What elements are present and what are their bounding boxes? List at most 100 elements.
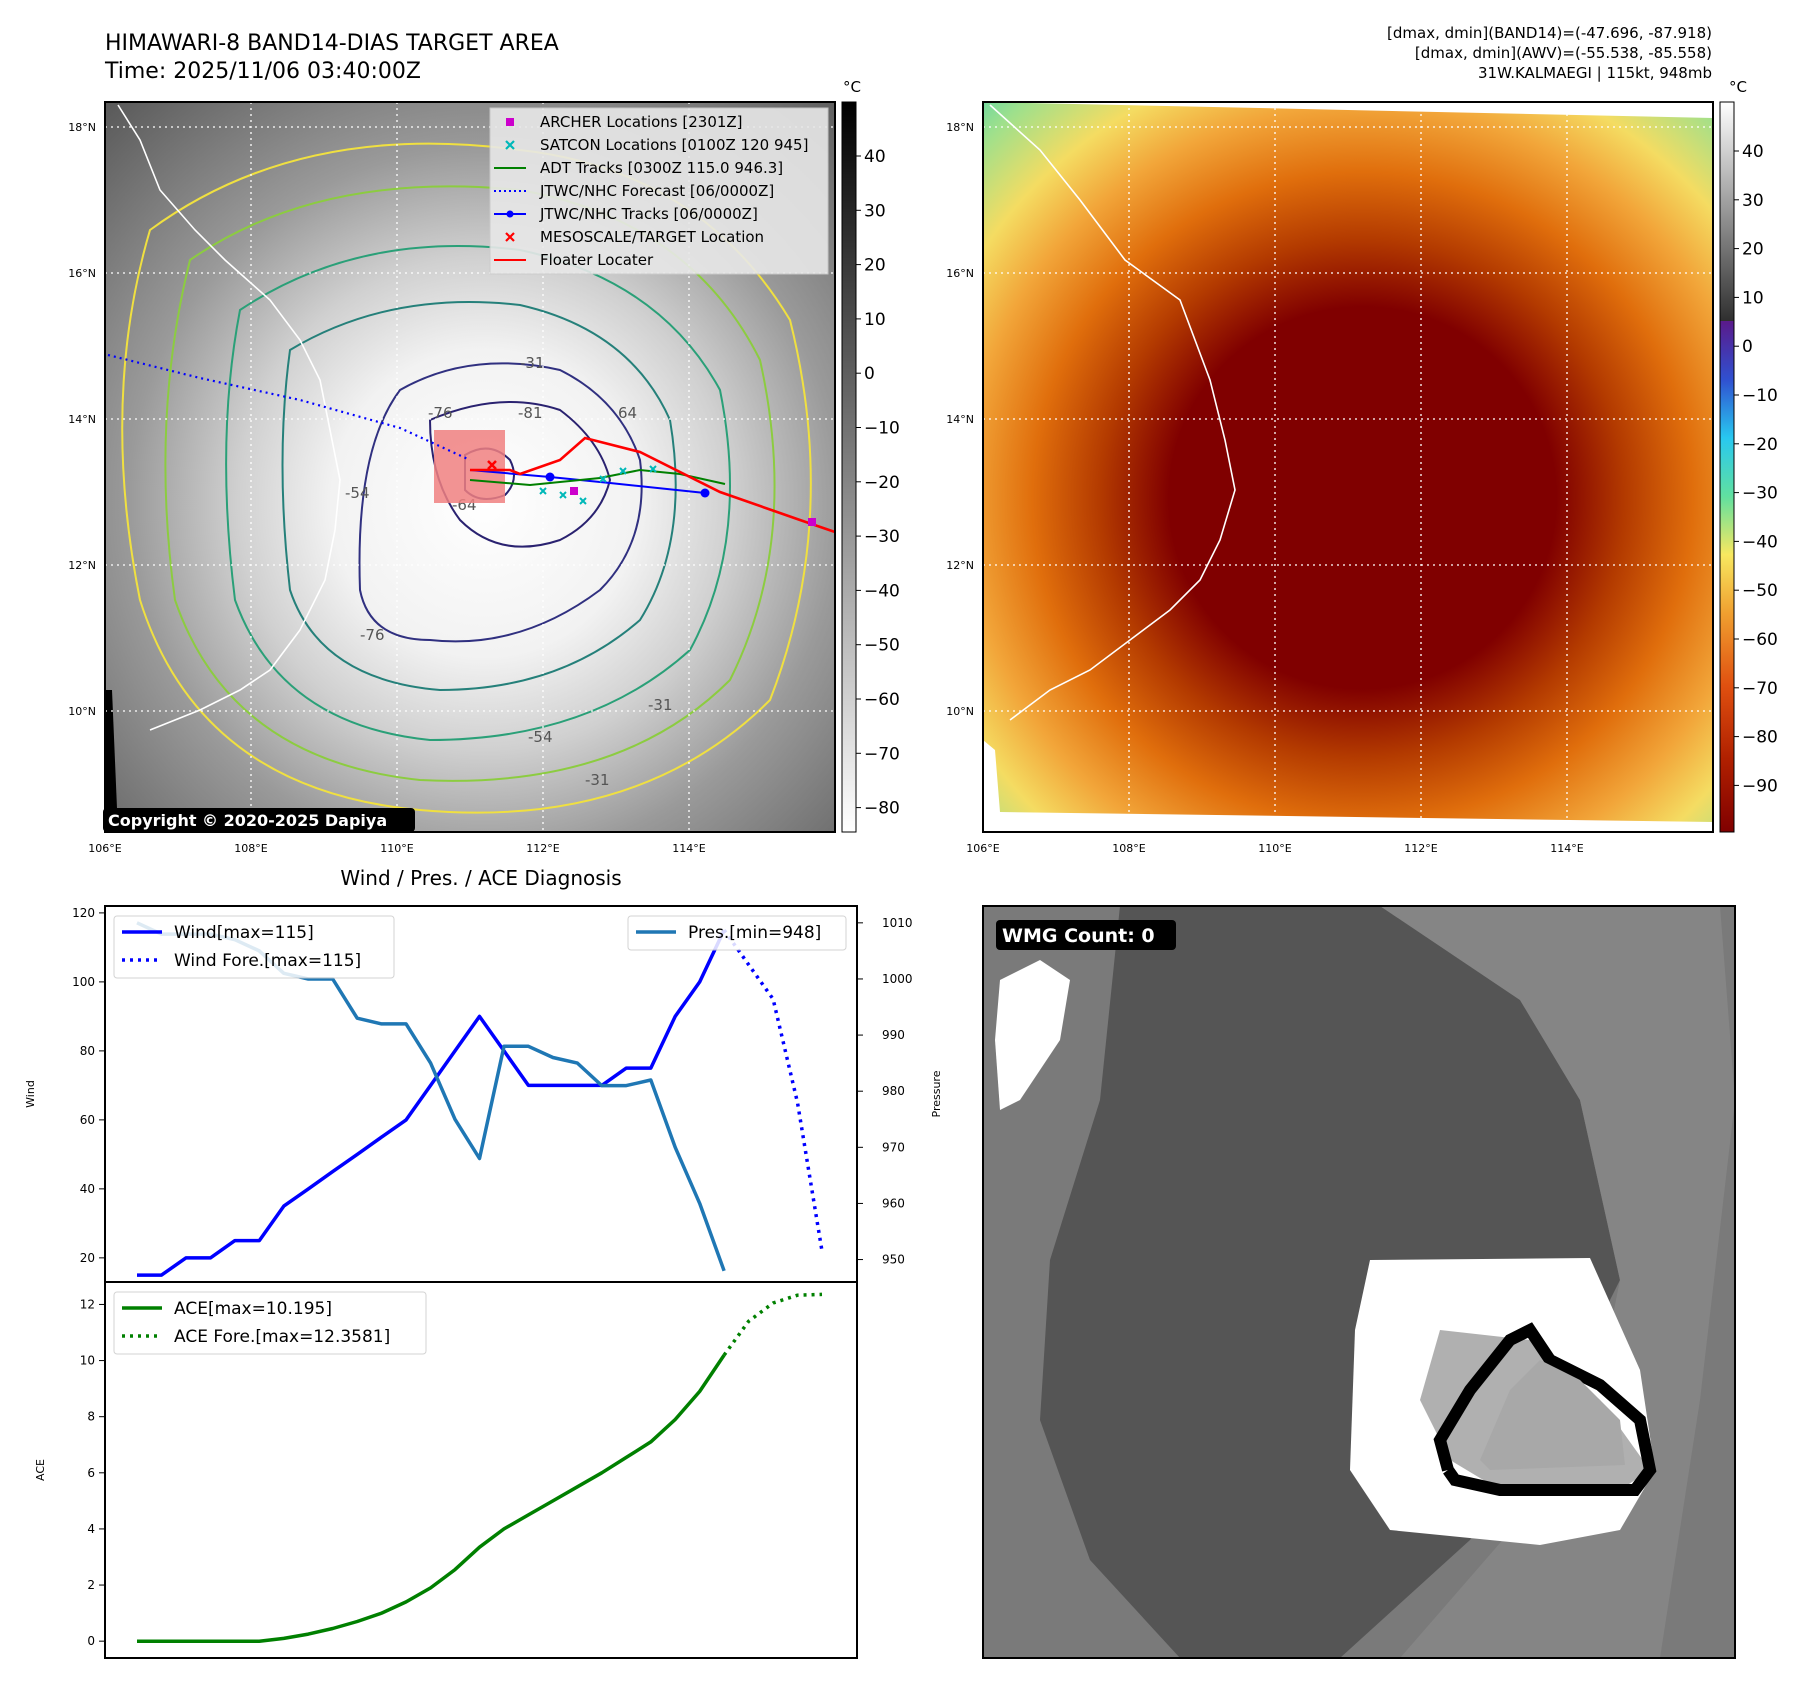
wind-axis-label: Wind: [24, 1080, 37, 1108]
wind-pres-chart: Wind / Pres. / ACE Diagnosis 20 40 60 80 100…: [24, 866, 943, 1283]
ace-tick-2: 4: [87, 1522, 95, 1536]
pressure-tick-0: 950: [882, 1253, 905, 1267]
ir-colorbar: [841, 101, 857, 833]
awv-colorbar-tick-0: 40: [1742, 142, 1764, 162]
awv-colorbar: [1719, 101, 1735, 833]
wind-tick-4: 100: [72, 975, 95, 989]
ace-series-line-0: [137, 1354, 726, 1643]
ace-fore-legend-label: ACE Fore.[max=12.3581]: [174, 1327, 390, 1347]
awv-colorbar-tick-1: 30: [1742, 191, 1764, 211]
contour-navy-outer: [358, 362, 643, 643]
pressure-tick-3: 980: [882, 1084, 905, 1098]
copyright-box: [103, 808, 415, 832]
ir-colorbar-tick-7: −30: [864, 527, 900, 547]
legend-marker-5: [505, 232, 515, 242]
awv-colorbar-tick-13: −90: [1742, 776, 1778, 796]
ace-tick-6: 12: [80, 1297, 95, 1311]
legend-label-3: JTWC/NHC Forecast [06/0000Z]: [539, 182, 774, 200]
ace-chart: 0 2 4 6 8 10 12 ACE ACE[max=10.195] ACE Fore.[…: [34, 1281, 858, 1659]
ir-map-panel: -81 64 -76 -31 -64 -54 -31 -54 -31 -76: [68, 78, 900, 855]
awv-lon-labels: 106°E 108°E 110°E 112°E 114°E: [966, 842, 1583, 855]
ace-tick-3: 6: [87, 1466, 95, 1480]
wmg-frame: [982, 905, 1736, 1659]
series-line-0: [137, 929, 726, 1277]
ir-colorbar-tick-5: −10: [864, 419, 900, 439]
awv-lon-label-112: 112°E: [1404, 842, 1437, 855]
info-line3: 31W.KALMAEGI | 115kt, 948mb: [1478, 64, 1712, 82]
legend-marker-0: [506, 118, 514, 126]
info-line2: [dmax, dmin](AWV)=(-55.538, -85.558): [1415, 44, 1712, 62]
ace-series-line-1: [722, 1292, 823, 1357]
awv-colorbar-tick-4: 0: [1742, 337, 1753, 357]
legend-label-6: Floater Locater: [540, 251, 654, 269]
legend-marker-1: [505, 140, 515, 150]
contour-label-10: -76: [360, 626, 385, 644]
ir-colorbar-tick-3: 10: [864, 310, 886, 330]
ace-legend-label: ACE[max=10.195]: [174, 1299, 332, 1319]
awv-lon-label-108: 108°E: [1112, 842, 1145, 855]
ir-lon-label-106: 106°E: [88, 842, 121, 855]
ir-colorbar-tick-10: −60: [864, 690, 900, 710]
awv-colorbar-tick-2: 20: [1742, 240, 1764, 260]
wmg-panel: WMG Count: 0: [982, 905, 1736, 1659]
wmg-count-label: WMG Count: 0: [1002, 925, 1155, 947]
ir-lon-labels: 106°E 108°E 110°E 112°E 114°E: [88, 842, 705, 855]
storm-tracks: [107, 353, 835, 534]
contour-label-1: -81: [518, 404, 543, 422]
legend-label-4: JTWC/NHC Tracks [06/0000Z]: [539, 205, 758, 223]
awv-map-panel: 18°N 16°N 14°N 12°N 10°N 106°E 108°E 110…: [946, 78, 1778, 855]
wind-tick-1: 40: [80, 1182, 95, 1196]
awv-lat-label-18: 18°N: [946, 121, 974, 134]
ir-map-frame: [104, 101, 836, 833]
ir-lat-label-18: 18°N: [68, 121, 96, 134]
ir-lat-labels: 18°N 16°N 14°N 12°N 10°N: [68, 121, 96, 718]
contour-label-7: -31: [648, 696, 673, 714]
diagnosis-title: Wind / Pres. / ACE Diagnosis: [340, 866, 621, 890]
ace-axis-label: ACE: [34, 1459, 47, 1481]
mesoscale-target-marker: [487, 460, 497, 470]
ir-colorbar-tick-12: −80: [864, 799, 900, 819]
contour-label-9: -31: [585, 771, 610, 789]
contour-label-6: -54: [528, 728, 553, 746]
info-line1: [dmax, dmin](BAND14)=(-47.696, -87.918): [1387, 24, 1712, 42]
ace-tick-0: 0: [87, 1634, 95, 1648]
wmg-label-box: [996, 920, 1176, 950]
wmg-black-eyewall: [1433, 1322, 1657, 1496]
ir-colorbar-tick-9: −50: [864, 636, 900, 656]
ir-lat-label-10: 10°N: [68, 705, 96, 718]
adt-track: [469, 468, 726, 487]
pressure-tick-4: 990: [882, 1028, 905, 1042]
wind-legend-label: Wind[max=115]: [174, 923, 314, 943]
track-legend: ARCHER Locations [2301Z] SATCON Locations…: [489, 107, 829, 275]
pressure-tick-6: 1010: [882, 916, 913, 930]
awv-colorbar-tick-12: −80: [1742, 728, 1778, 748]
contour-navy-inner: [428, 401, 612, 548]
legend-label-0: ARCHER Locations [2301Z]: [540, 113, 743, 131]
ir-colorbar-tick-0: 40: [864, 147, 886, 167]
series-line-1: [722, 929, 824, 1252]
wmg-white-patch: [995, 960, 1070, 1110]
archer-marker-2: [808, 518, 816, 526]
wind-fore-legend-label: Wind Fore.[max=115]: [174, 951, 361, 971]
awv-map-frame: [982, 101, 1714, 833]
copyright-text: Copyright © 2020-2025 Dapiya: [108, 811, 387, 830]
ir-colorbar-tick-4: 0: [864, 364, 875, 384]
pressure-tick-2: 970: [882, 1140, 905, 1154]
ir-colorbar-unit: °C: [843, 78, 861, 96]
ace-tick-4: 8: [87, 1410, 95, 1424]
ace-tick-5: 10: [80, 1354, 95, 1368]
awv-map-background: [983, 102, 1713, 822]
legend-label-2: ADT Tracks [0300Z 115.0 946.3]: [540, 159, 783, 177]
ir-lat-label-16: 16°N: [68, 267, 96, 280]
ace-legend: ACE[max=10.195] ACE Fore.[max=12.3581]: [113, 1291, 427, 1355]
ace-tick-1: 2: [87, 1578, 95, 1592]
awv-lat-labels: 18°N 16°N 14°N 12°N 10°N: [946, 121, 974, 718]
awv-lon-label-106: 106°E: [966, 842, 999, 855]
awv-lat-label-16: 16°N: [946, 267, 974, 280]
awv-colorbar-tick-3: 10: [1742, 288, 1764, 308]
ir-colorbar-tick-6: −20: [864, 473, 900, 493]
legend-entry-6: Floater Locater: [494, 251, 654, 269]
awv-colorbar-tick-8: −40: [1742, 532, 1778, 552]
awv-colorbar-ticks: 40 30 20 10 0 −10 −20 −30 −40 −50 −60 −70 −80 −90: [1734, 142, 1778, 796]
